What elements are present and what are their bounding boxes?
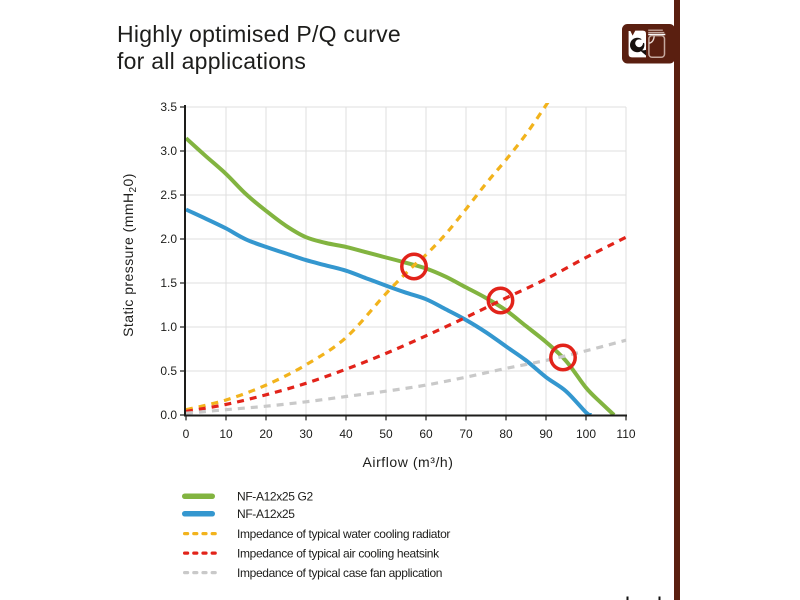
svg-text:50: 50 [379, 427, 393, 441]
svg-text:1.5: 1.5 [160, 276, 177, 290]
svg-text:20: 20 [259, 427, 273, 441]
svg-text:NF-A12x25 G2: NF-A12x25 G2 [237, 490, 314, 504]
svg-text:2.0: 2.0 [160, 232, 177, 246]
svg-text:1.0: 1.0 [160, 320, 177, 334]
svg-text:10: 10 [219, 427, 233, 441]
svg-text:90: 90 [539, 427, 553, 441]
svg-text:40: 40 [339, 427, 353, 441]
svg-text:110: 110 [616, 427, 635, 441]
svg-text:Airflow (m³/h): Airflow (m³/h) [363, 454, 454, 470]
svg-text:Impedance of typical water coo: Impedance of typical water cooling radia… [237, 527, 450, 541]
svg-text:Impedance of typical air cooli: Impedance of typical air cooling heatsin… [237, 547, 440, 561]
svg-text:Impedance of typical case fan: Impedance of typical case fan applicatio… [237, 566, 442, 580]
svg-text:0.5: 0.5 [160, 364, 177, 378]
svg-text:100: 100 [576, 427, 596, 441]
svg-text:3.0: 3.0 [160, 144, 177, 158]
svg-text:0: 0 [183, 427, 190, 441]
svg-text:60: 60 [419, 427, 433, 441]
svg-text:3.5: 3.5 [160, 100, 177, 114]
svg-text:30: 30 [299, 427, 313, 441]
svg-text:NF-A12x25: NF-A12x25 [237, 507, 295, 521]
svg-text:70: 70 [459, 427, 473, 441]
svg-text:2.5: 2.5 [160, 188, 177, 202]
svg-text:0.0: 0.0 [160, 408, 177, 422]
svg-text:Static pressure (mmH20): Static pressure (mmH20) [120, 173, 139, 337]
svg-text:80: 80 [499, 427, 513, 441]
